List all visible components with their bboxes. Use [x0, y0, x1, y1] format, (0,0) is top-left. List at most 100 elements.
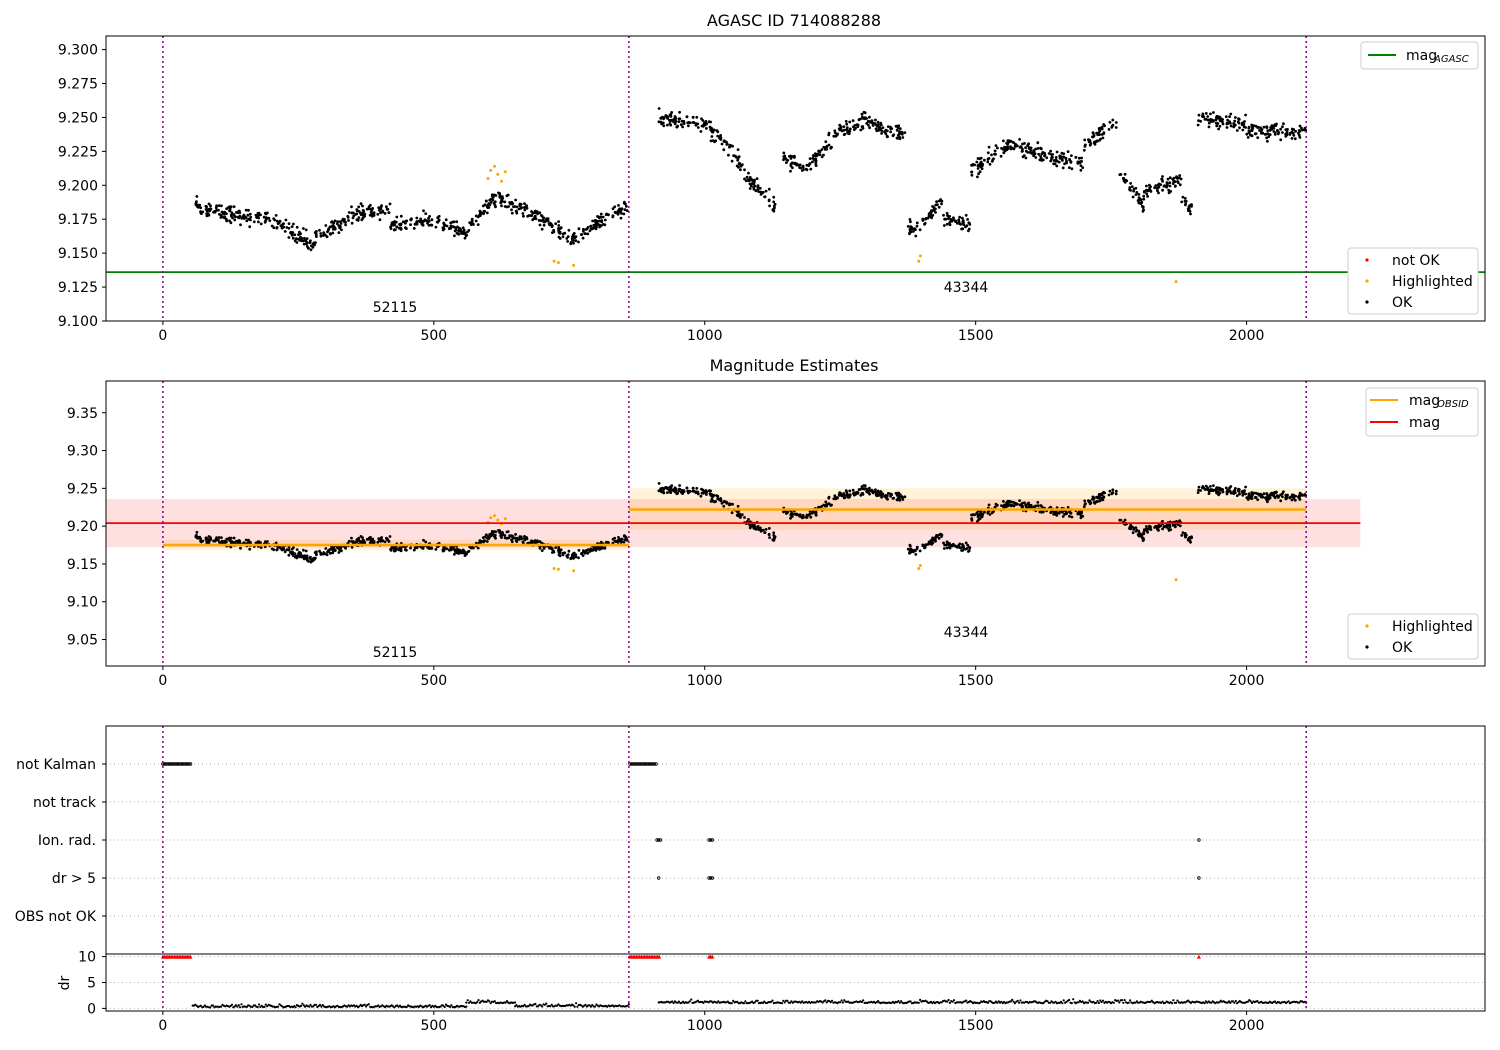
- p1-ok-point: [264, 216, 268, 220]
- p1-ok-point: [861, 126, 865, 130]
- p2-ok-point: [961, 549, 965, 552]
- p1-ok-point: [903, 131, 907, 135]
- dr-point: [202, 1005, 205, 1009]
- p2-ok-point: [874, 488, 877, 492]
- p1-ok-point: [1250, 134, 1253, 138]
- p1-ok-point: [1142, 194, 1146, 198]
- p2-ok-point: [540, 541, 543, 545]
- p1-ok-point: [1212, 111, 1215, 114]
- p1-ok-point: [1178, 174, 1182, 177]
- p1-ok-point: [558, 231, 561, 235]
- p1-ok-point: [1023, 142, 1026, 145]
- p1-ok-point: [915, 221, 919, 225]
- p1-ok-point: [704, 120, 708, 123]
- p1-ok-point: [404, 226, 407, 230]
- p1-ok-point: [945, 222, 949, 226]
- p1-ok-point: [385, 207, 389, 211]
- p2-ok-point: [979, 512, 982, 516]
- p1-ok-point: [804, 167, 808, 171]
- p2-ok-point: [709, 489, 712, 493]
- flag-marker: [185, 762, 189, 766]
- p2-ok-point: [764, 528, 768, 531]
- p1-ok-point: [619, 216, 623, 220]
- p2-ok-point: [1244, 485, 1247, 489]
- p2-ok-point: [488, 533, 492, 536]
- p1-ok-point: [268, 219, 272, 223]
- p2-ok-point: [1137, 534, 1141, 538]
- p2-ok-point: [1214, 487, 1218, 490]
- p1-ok-point: [712, 128, 716, 132]
- flag-marker: [182, 762, 186, 766]
- p1-ok-point: [691, 121, 695, 124]
- p1-ok-point: [474, 219, 478, 223]
- dr-point: [230, 1003, 234, 1006]
- p1-ok-point: [1183, 199, 1187, 203]
- p1-ok-point: [730, 159, 734, 163]
- p1-ok-point: [1284, 134, 1288, 138]
- p1-ok-point: [900, 130, 904, 134]
- dr-point: [1116, 999, 1119, 1002]
- p1-ok-point: [571, 239, 575, 242]
- p1-ok-point: [1062, 152, 1066, 156]
- p2-ok-point: [898, 498, 902, 502]
- p2-ok-point: [1268, 494, 1272, 497]
- p1-ok-point: [674, 120, 678, 123]
- panel2-legend-top: mag OBSID mag: [1365, 387, 1479, 437]
- p1-ok-point: [718, 136, 721, 140]
- p1-ok-point: [952, 216, 955, 220]
- p2-ok-point: [1111, 488, 1115, 492]
- p1-ok-point: [239, 223, 242, 227]
- dr-point: [825, 1001, 828, 1004]
- dr-point: [443, 1005, 446, 1009]
- p2-ok-point: [505, 530, 509, 534]
- p2-ok-point: [1197, 488, 1200, 492]
- p2-ok-point: [772, 531, 776, 535]
- p1-ytick-label: 9.225: [58, 144, 98, 160]
- p2-ok-point: [1161, 519, 1164, 523]
- dr-point: [900, 1000, 903, 1003]
- p1-ok-point: [983, 158, 986, 162]
- p1-ok-point: [249, 215, 253, 219]
- dr-point: [1019, 999, 1022, 1002]
- p1-highlighted-point: [1174, 280, 1178, 284]
- p2-ok-point: [1021, 504, 1024, 508]
- p2-ok-point: [1216, 490, 1220, 494]
- dr-point: [780, 1002, 784, 1005]
- p2-ok-point: [1265, 492, 1269, 496]
- p2-xtick-label: 1500: [958, 673, 994, 689]
- p1-ok-point: [1294, 129, 1297, 133]
- p1-ok-point: [845, 122, 849, 126]
- p1-ok-point: [207, 213, 211, 217]
- dr-point: [240, 1003, 243, 1006]
- p1-ok-point: [1277, 131, 1281, 134]
- p2-ok-point: [1281, 492, 1284, 495]
- p1-ok-point: [379, 207, 383, 211]
- p1-ok-point: [1037, 152, 1041, 156]
- p1-ok-point: [622, 201, 626, 205]
- p1-ok-point: [868, 120, 872, 124]
- p1-ok-point: [1168, 184, 1172, 188]
- p1-ok-point: [613, 205, 617, 209]
- p2-ok-point: [248, 547, 252, 551]
- p1-ok-point: [976, 175, 979, 179]
- p1-ok-point: [359, 202, 363, 206]
- dr-point: [572, 1004, 575, 1007]
- p1-ok-point: [542, 223, 546, 227]
- flag-marker: [180, 762, 185, 766]
- p1-ok-point: [749, 184, 753, 188]
- p1-ok-point: [445, 224, 449, 228]
- p1-ok-point: [444, 218, 448, 222]
- p1-ok-point: [820, 155, 824, 159]
- p1-ok-point: [533, 209, 537, 213]
- p1-ok-point: [731, 144, 734, 148]
- p1-ok-point: [298, 230, 301, 234]
- dr-point: [1123, 999, 1126, 1002]
- p2-ok-point: [607, 541, 610, 544]
- p1-ok-point: [581, 236, 585, 240]
- flag-marker: [709, 876, 713, 880]
- p1-ok-point: [1298, 136, 1302, 139]
- p1-ok-point: [361, 204, 364, 208]
- p1-ok-point: [409, 218, 413, 222]
- p2-ok-point: [337, 547, 341, 550]
- p2-ok-point: [567, 549, 571, 553]
